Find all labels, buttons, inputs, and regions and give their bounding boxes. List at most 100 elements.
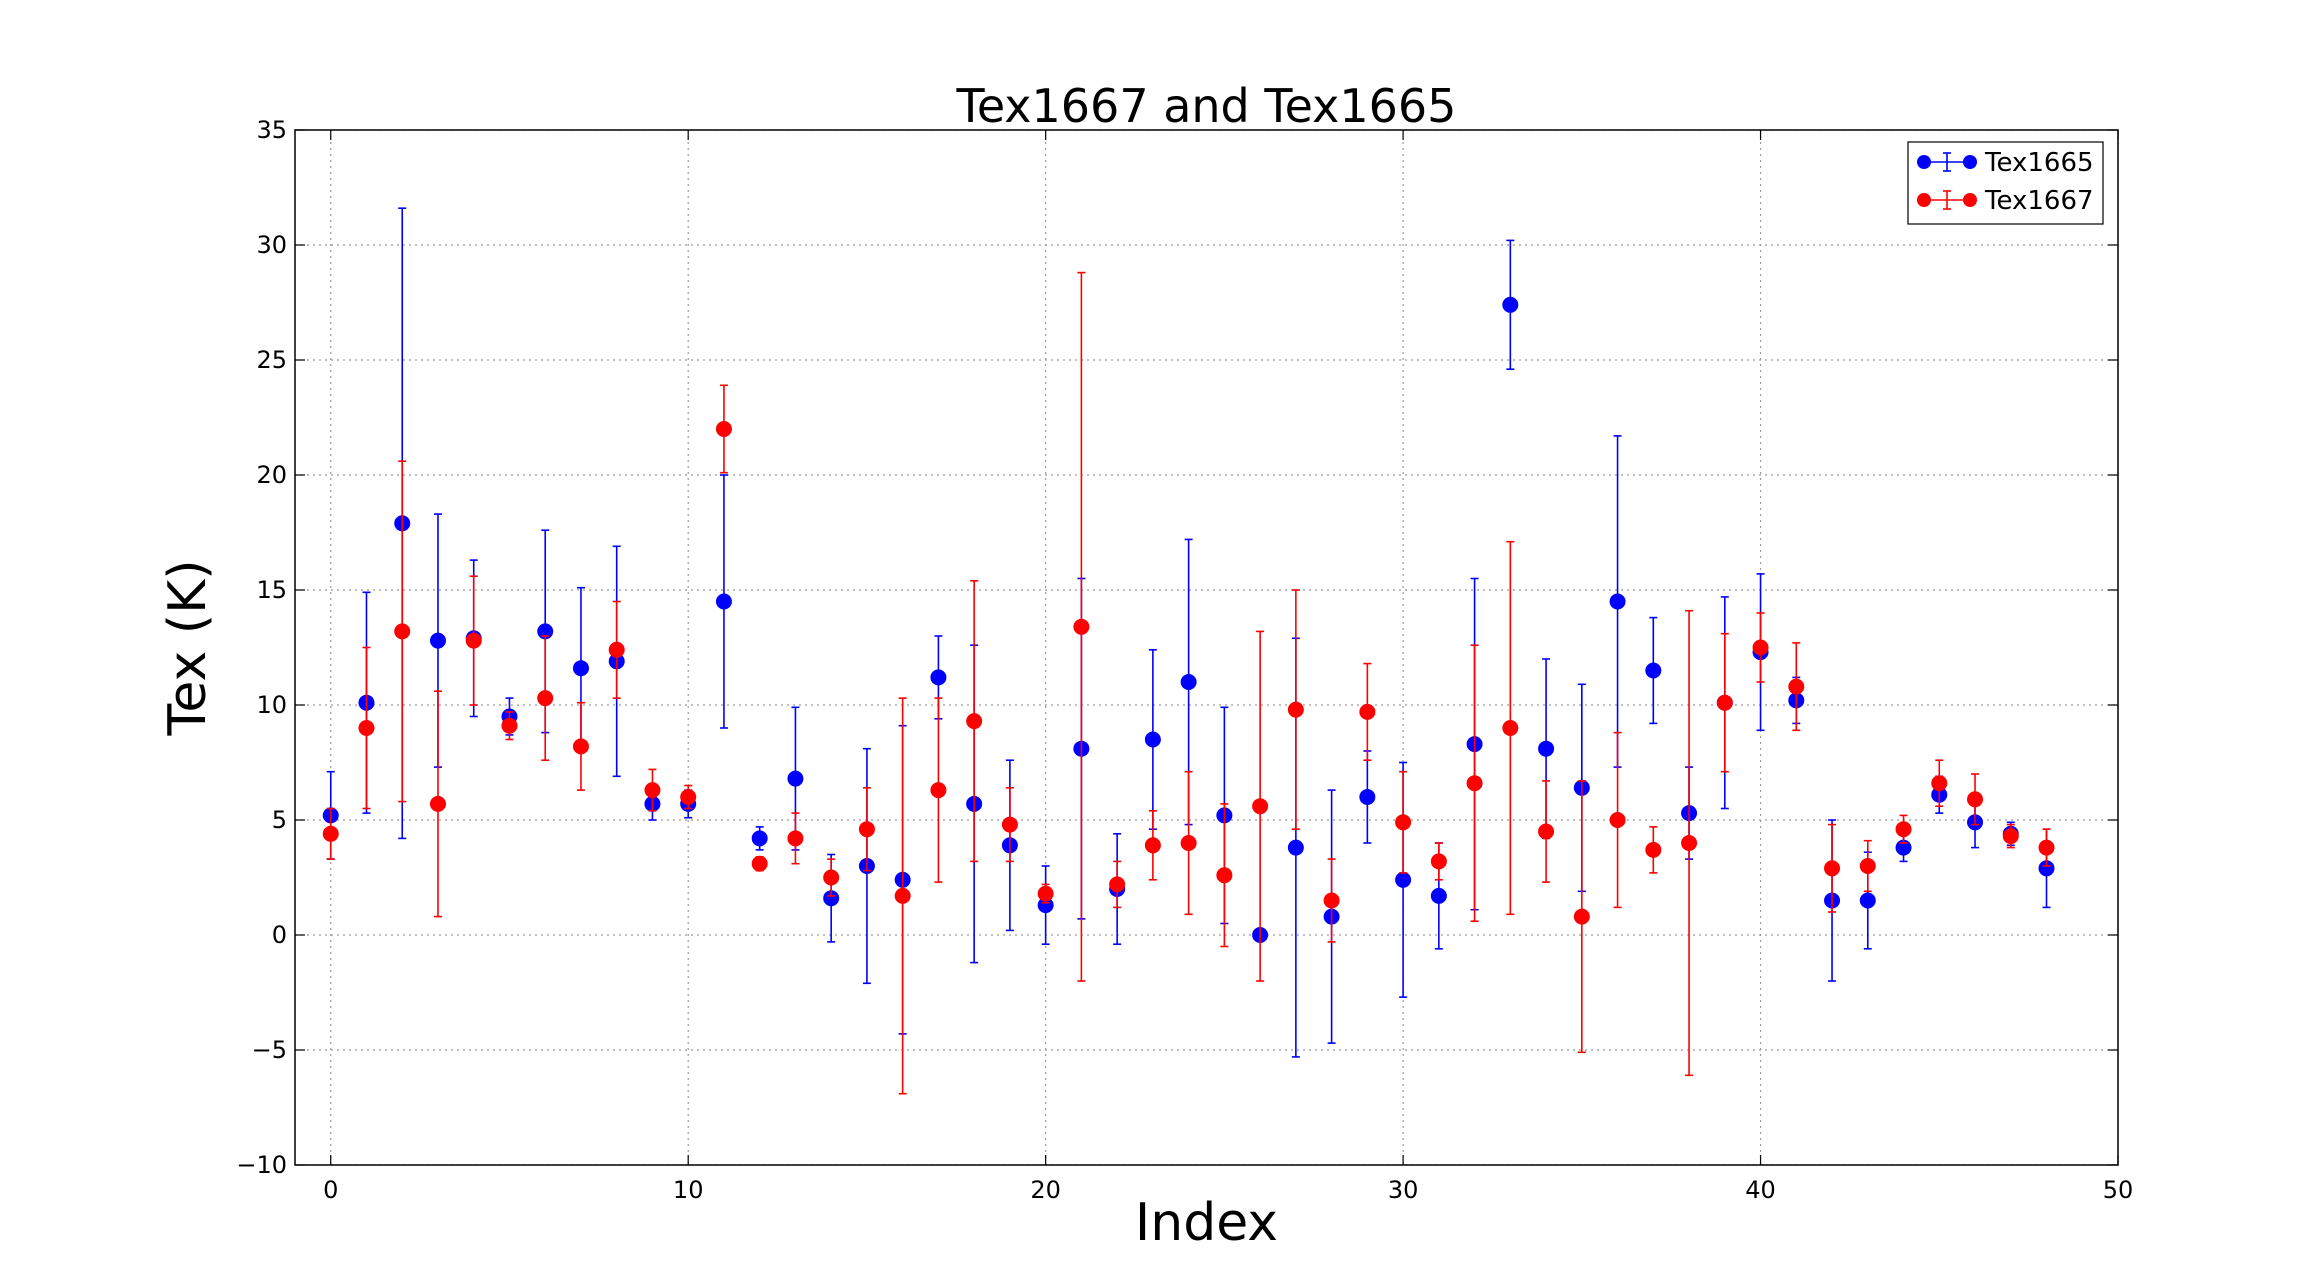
y-tick-label: 5 bbox=[272, 806, 287, 834]
ticks: 0 10 20 30 40 50 −10 −5 0 5 10 15 20 25 30 35 bbox=[236, 116, 2133, 1204]
x-tick-label: 40 bbox=[1745, 1176, 1776, 1204]
data-point bbox=[1144, 731, 1161, 748]
data-point bbox=[1216, 867, 1233, 884]
plot-frame bbox=[294, 129, 2119, 1166]
y-tick-label: 20 bbox=[256, 461, 287, 489]
data-point bbox=[2038, 839, 2055, 856]
data-point bbox=[1287, 839, 1304, 856]
legend: Tex1665 Tex1667 bbox=[1907, 141, 2104, 225]
data-point bbox=[1466, 775, 1483, 792]
data-point bbox=[787, 830, 804, 847]
data-point bbox=[322, 825, 339, 842]
data-point bbox=[1573, 908, 1590, 925]
data-point bbox=[1859, 858, 1876, 874]
y-tick-label: 35 bbox=[256, 116, 287, 144]
legend-item-Tex1667: Tex1667 bbox=[1917, 186, 2094, 216]
data-point bbox=[1430, 853, 1447, 870]
data-point bbox=[1967, 791, 1984, 808]
legend-marker bbox=[1963, 155, 1977, 169]
series-Tex1665 bbox=[322, 207, 2055, 1058]
series-layer bbox=[322, 207, 2055, 1095]
data-point bbox=[1359, 703, 1376, 720]
data-point bbox=[1645, 841, 1662, 858]
data-point bbox=[1931, 775, 1948, 792]
x-tick-label: 0 bbox=[323, 1176, 338, 1204]
data-point bbox=[930, 669, 947, 686]
data-point bbox=[1001, 816, 1018, 833]
data-point bbox=[1180, 674, 1197, 690]
data-point bbox=[1252, 798, 1269, 815]
data-point bbox=[572, 738, 589, 755]
data-point bbox=[1538, 823, 1555, 840]
legend-label: Tex1667 bbox=[1984, 186, 2094, 216]
y-tick-label: 30 bbox=[256, 231, 287, 259]
data-point bbox=[823, 869, 840, 886]
data-point bbox=[1323, 892, 1340, 909]
data-point bbox=[751, 855, 768, 872]
data-point bbox=[1824, 860, 1841, 877]
data-point bbox=[787, 770, 804, 787]
legend-marker bbox=[1917, 155, 1931, 169]
data-point bbox=[1859, 892, 1876, 909]
data-point bbox=[715, 593, 732, 610]
data-point bbox=[429, 795, 446, 812]
data-point bbox=[1609, 593, 1626, 610]
legend-marker bbox=[1963, 193, 1977, 207]
data-point bbox=[1395, 871, 1412, 888]
data-point bbox=[1716, 694, 1733, 711]
data-point bbox=[858, 821, 875, 838]
legend-box bbox=[1907, 141, 2104, 225]
data-point bbox=[1502, 720, 1519, 736]
data-point bbox=[465, 632, 482, 649]
data-point bbox=[1359, 789, 1376, 805]
data-point bbox=[1538, 740, 1555, 757]
data-point bbox=[1073, 618, 1090, 635]
data-point bbox=[894, 887, 911, 904]
data-point bbox=[1109, 876, 1126, 893]
data-point bbox=[537, 690, 554, 707]
chart-title: Tex1667 and Tex1665 bbox=[956, 79, 1457, 133]
data-point bbox=[1788, 678, 1805, 695]
data-point bbox=[715, 421, 732, 437]
data-point bbox=[1037, 885, 1054, 902]
x-tick-label: 30 bbox=[1388, 1176, 1419, 1204]
data-point bbox=[1645, 662, 1662, 679]
data-point bbox=[966, 713, 983, 730]
grid bbox=[295, 129, 2119, 1166]
legend-label: Tex1665 bbox=[1984, 148, 2094, 178]
data-point bbox=[394, 623, 411, 640]
data-point bbox=[1430, 887, 1447, 904]
x-tick-label: 50 bbox=[2103, 1176, 2134, 1204]
data-point bbox=[644, 782, 661, 799]
series-Tex1667 bbox=[322, 271, 2055, 1095]
data-point bbox=[1895, 821, 1912, 838]
data-point bbox=[1502, 296, 1519, 313]
data-point bbox=[1752, 639, 1769, 656]
data-point bbox=[572, 660, 589, 677]
legend-item-Tex1665: Tex1665 bbox=[1917, 148, 2094, 178]
data-point bbox=[1609, 812, 1626, 828]
y-tick-label: 10 bbox=[256, 691, 287, 719]
data-point bbox=[2002, 828, 2019, 845]
y-tick-label: 0 bbox=[272, 921, 287, 949]
y-tick-label: 15 bbox=[256, 576, 287, 604]
data-point bbox=[358, 720, 375, 736]
data-point bbox=[1287, 701, 1304, 718]
legend-marker bbox=[1917, 193, 1931, 207]
data-point bbox=[680, 789, 697, 805]
x-tick-label: 10 bbox=[673, 1176, 704, 1204]
data-point bbox=[1180, 835, 1197, 851]
data-point bbox=[1144, 837, 1161, 854]
y-tick-label: −5 bbox=[252, 1036, 287, 1064]
y-tick-label: 25 bbox=[256, 346, 287, 374]
data-point bbox=[608, 641, 625, 658]
data-point bbox=[501, 717, 518, 734]
data-point bbox=[930, 782, 947, 799]
y-tick-label: −10 bbox=[236, 1151, 287, 1179]
data-point bbox=[429, 632, 446, 649]
data-point bbox=[1395, 814, 1412, 831]
y-axis-label: Tex (K) bbox=[158, 560, 218, 737]
x-tick-label: 20 bbox=[1030, 1176, 1061, 1204]
x-axis-label: Index bbox=[1135, 1193, 1278, 1253]
